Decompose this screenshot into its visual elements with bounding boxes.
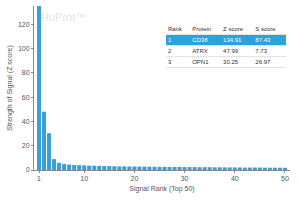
svg-text:120: 120	[18, 21, 30, 28]
svg-text:1: 1	[37, 175, 41, 182]
html-text:OPN1: OPN1	[192, 59, 209, 65]
html-text:Rank: Rank	[168, 26, 182, 32]
html-text:1: 1	[168, 37, 172, 43]
html-text:30.25: 30.25	[223, 59, 239, 65]
svg-text:Signal Rank (Top 50): Signal Rank (Top 50)	[129, 185, 194, 193]
svg-text:60: 60	[22, 94, 30, 101]
svg-text:80: 80	[22, 69, 30, 76]
html-text:87.43: 87.43	[255, 37, 271, 43]
svg-text:10: 10	[80, 175, 88, 182]
html-text:2: 2	[168, 48, 172, 54]
html-text:134.91: 134.91	[223, 37, 242, 43]
svg-text:40: 40	[22, 118, 30, 125]
svg-text:HuProt™: HuProt™	[41, 11, 86, 23]
html-text:47.99: 47.99	[223, 48, 239, 54]
html-text:3: 3	[168, 59, 172, 65]
html-text:S score: S score	[255, 26, 276, 32]
html-text:ATRX: ATRX	[192, 48, 208, 54]
svg-text:40: 40	[231, 175, 239, 182]
svg-text:Strength of Signal (Z score): Strength of Signal (Z score)	[6, 45, 14, 131]
svg-text:0: 0	[26, 166, 30, 173]
svg-text:50: 50	[281, 175, 289, 182]
html-text:Z score: Z score	[223, 26, 244, 32]
html-text:26.97: 26.97	[255, 59, 271, 65]
svg-text:30: 30	[181, 175, 189, 182]
svg-text:20: 20	[130, 175, 138, 182]
html-text:7.73: 7.73	[255, 48, 267, 54]
svg-text:20: 20	[22, 142, 30, 149]
html-text:Protein: Protein	[192, 26, 212, 32]
svg-text:100: 100	[18, 45, 30, 52]
html-text:CD38: CD38	[192, 37, 208, 43]
